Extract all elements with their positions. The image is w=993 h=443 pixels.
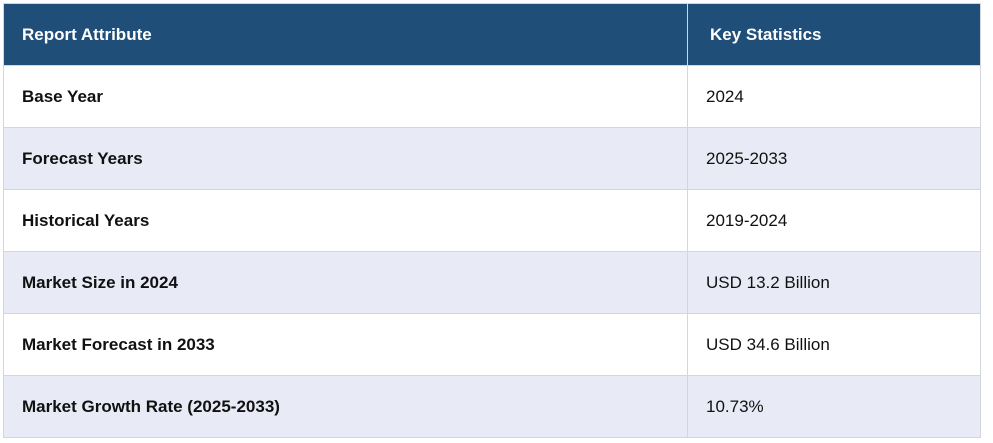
row-value: 2024 <box>687 65 981 128</box>
row-attribute: Market Growth Rate (2025-2033) <box>3 375 688 438</box>
table-row: Forecast Years 2025-2033 <box>3 127 981 190</box>
row-attribute: Market Forecast in 2033 <box>3 313 688 376</box>
row-value: USD 34.6 Billion <box>687 313 981 376</box>
header-report-attribute: Report Attribute <box>3 3 688 66</box>
row-value: 2025-2033 <box>687 127 981 190</box>
table-row: Base Year 2024 <box>3 65 981 128</box>
row-attribute: Historical Years <box>3 189 688 252</box>
row-attribute: Forecast Years <box>3 127 688 190</box>
row-attribute: Base Year <box>3 65 688 128</box>
table-row: Historical Years 2019-2024 <box>3 189 981 252</box>
header-key-statistics: Key Statistics <box>687 3 981 66</box>
row-value: 2019-2024 <box>687 189 981 252</box>
table-header-row: Report Attribute Key Statistics <box>3 3 981 66</box>
table-row: Market Growth Rate (2025-2033) 10.73% <box>3 375 981 438</box>
report-statistics-table: Report Attribute Key Statistics Base Yea… <box>3 3 981 438</box>
row-value: USD 13.2 Billion <box>687 251 981 314</box>
row-attribute: Market Size in 2024 <box>3 251 688 314</box>
table-row: Market Size in 2024 USD 13.2 Billion <box>3 251 981 314</box>
table-row: Market Forecast in 2033 USD 34.6 Billion <box>3 313 981 376</box>
report-table-container: Report Attribute Key Statistics Base Yea… <box>3 3 981 438</box>
row-value: 10.73% <box>687 375 981 438</box>
